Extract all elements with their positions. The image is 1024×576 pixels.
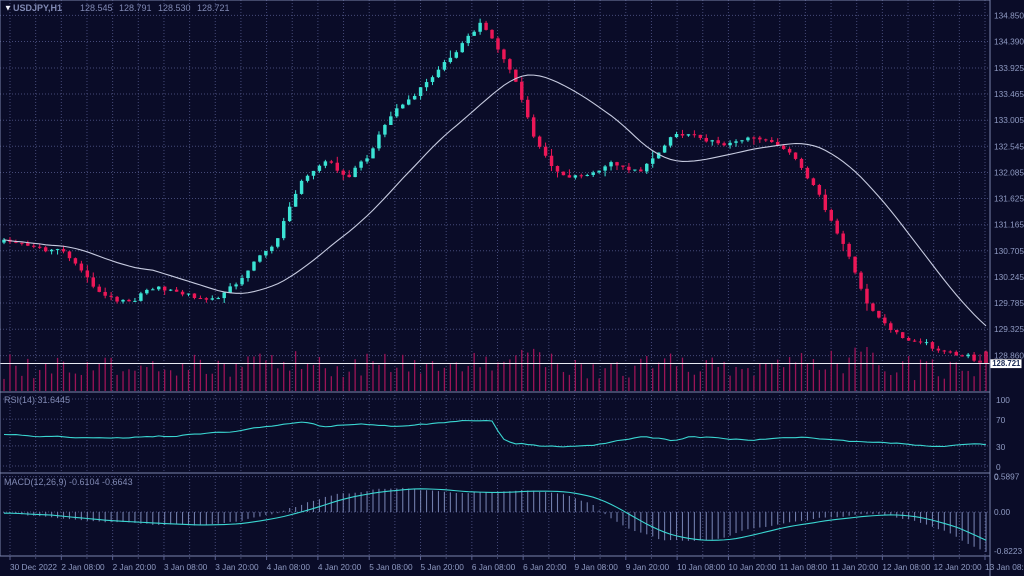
svg-text:0: 0 — [996, 462, 1001, 472]
svg-text:134.850: 134.850 — [994, 10, 1024, 20]
svg-text:3 Jan 20:00: 3 Jan 20:00 — [215, 562, 259, 572]
svg-text:132.545: 132.545 — [994, 141, 1024, 151]
svg-text:MACD(12,26,9) -0.6104 -0.6643: MACD(12,26,9) -0.6104 -0.6643 — [4, 477, 133, 487]
svg-text:133.925: 133.925 — [994, 63, 1024, 73]
svg-text:5 Jan 20:00: 5 Jan 20:00 — [421, 562, 465, 572]
svg-text:100: 100 — [996, 395, 1010, 405]
svg-text:131.625: 131.625 — [994, 194, 1024, 204]
svg-text:129.785: 129.785 — [994, 298, 1024, 308]
svg-text:30: 30 — [996, 442, 1006, 452]
svg-text:▼: ▼ — [4, 4, 12, 13]
svg-text:131.165: 131.165 — [994, 220, 1024, 230]
svg-text:10 Jan 20:00: 10 Jan 20:00 — [728, 562, 776, 572]
svg-text:4 Jan 20:00: 4 Jan 20:00 — [318, 562, 362, 572]
svg-text:3 Jan 08:00: 3 Jan 08:00 — [164, 562, 208, 572]
svg-text:-0.8223: -0.8223 — [994, 546, 1023, 556]
svg-text:5 Jan 08:00: 5 Jan 08:00 — [369, 562, 413, 572]
svg-text:RSI(14) 31.6445: RSI(14) 31.6445 — [4, 395, 70, 405]
svg-text:13 Jan 08:00: 13 Jan 08:00 — [985, 562, 1024, 572]
svg-text:0.00: 0.00 — [994, 507, 1011, 517]
svg-text:128.791: 128.791 — [119, 3, 152, 13]
svg-text:11 Jan 20:00: 11 Jan 20:00 — [831, 562, 879, 572]
svg-text:6 Jan 08:00: 6 Jan 08:00 — [472, 562, 516, 572]
svg-text:12 Jan 20:00: 12 Jan 20:00 — [934, 562, 982, 572]
svg-text:133.005: 133.005 — [994, 115, 1024, 125]
svg-text:9 Jan 20:00: 9 Jan 20:00 — [626, 562, 670, 572]
svg-text:4 Jan 08:00: 4 Jan 08:00 — [267, 562, 311, 572]
svg-text:133.465: 133.465 — [994, 89, 1024, 99]
svg-text:128.721: 128.721 — [992, 359, 1021, 368]
svg-text:129.325: 129.325 — [994, 324, 1024, 334]
svg-text:70: 70 — [996, 415, 1006, 425]
svg-text:134.390: 134.390 — [994, 37, 1024, 47]
svg-text:128.530: 128.530 — [158, 3, 191, 13]
svg-text:11 Jan 08:00: 11 Jan 08:00 — [780, 562, 828, 572]
svg-text:130.705: 130.705 — [994, 246, 1024, 256]
svg-text:128.721: 128.721 — [197, 3, 230, 13]
svg-text:0: 0 — [994, 472, 999, 482]
svg-text:10 Jan 08:00: 10 Jan 08:00 — [677, 562, 725, 572]
svg-text:128.545: 128.545 — [80, 3, 113, 13]
svg-text:132.085: 132.085 — [994, 167, 1024, 177]
svg-text:2 Jan 20:00: 2 Jan 20:00 — [113, 562, 157, 572]
svg-text:6 Jan 20:00: 6 Jan 20:00 — [523, 562, 567, 572]
svg-text:USDJPY,H1: USDJPY,H1 — [13, 3, 62, 13]
svg-text:9 Jan 08:00: 9 Jan 08:00 — [574, 562, 618, 572]
svg-text:12 Jan 08:00: 12 Jan 08:00 — [882, 562, 930, 572]
svg-text:2 Jan 08:00: 2 Jan 08:00 — [61, 562, 105, 572]
svg-text:130.245: 130.245 — [994, 272, 1024, 282]
svg-text:30 Dec 2022: 30 Dec 2022 — [10, 562, 57, 572]
